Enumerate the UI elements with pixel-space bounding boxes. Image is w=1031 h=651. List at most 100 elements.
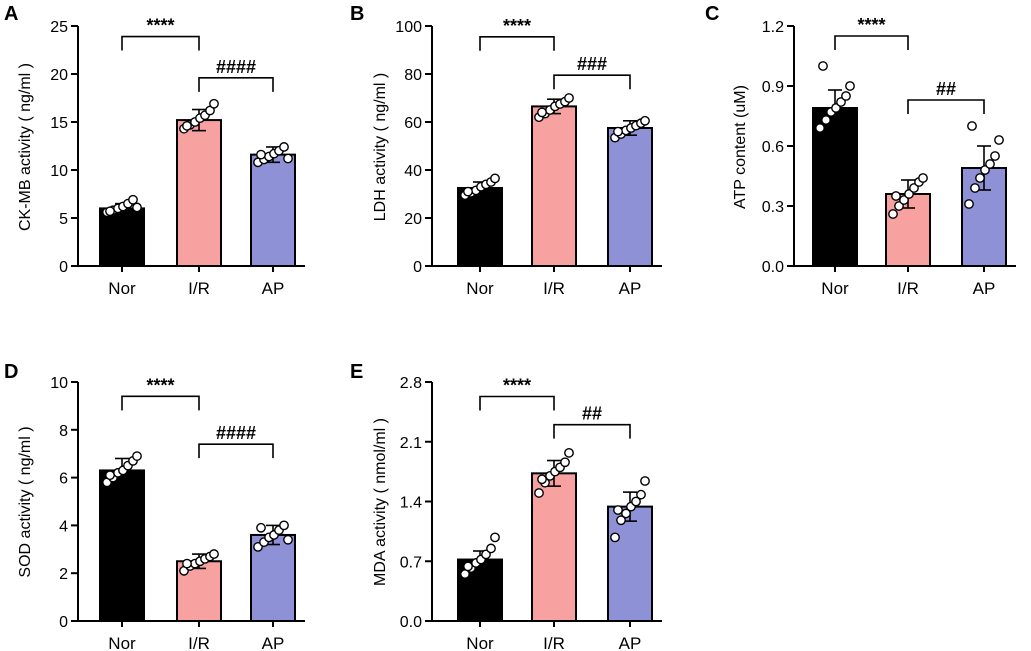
- bar-ir: [531, 105, 577, 268]
- y-tick-label: 10: [50, 375, 68, 392]
- x-tick-label: I/R: [897, 279, 919, 298]
- data-point: [560, 457, 570, 468]
- y-tick-label: 0.7: [400, 554, 422, 571]
- significance-label: ****: [503, 16, 531, 36]
- data-point: [128, 194, 138, 205]
- data-point: [490, 532, 500, 543]
- data-point: [564, 93, 574, 103]
- y-tick-label: 0: [59, 614, 68, 631]
- significance-label: ##: [936, 79, 956, 99]
- significance-bracket: [834, 35, 909, 50]
- y-tick-label: 4: [59, 518, 68, 535]
- y-tick-label: 60: [404, 115, 422, 132]
- panel-d: D SOD activity ( ng/ml ) Nor I/R AP 0 2 4 6 8 10…: [4, 361, 305, 651]
- data-point: [990, 151, 1000, 161]
- y-tick-label: 0.6: [762, 139, 784, 156]
- panel-e: E MDA activity ( nmol/ml ) Nor I/R AP 0.0 0.…: [350, 361, 662, 651]
- significance-bracket: [479, 395, 555, 411]
- significance-label: ##: [582, 404, 602, 424]
- significance-label: ****: [503, 376, 531, 396]
- significance-bracket: [479, 36, 555, 51]
- y-tick-label: 2.1: [400, 435, 422, 452]
- y-tick-label: 1.4: [400, 495, 422, 512]
- data-point: [621, 508, 631, 519]
- x-tick-label: AP: [619, 634, 642, 651]
- x-tick-label: I/R: [188, 634, 210, 651]
- x-tick-label: AP: [973, 279, 996, 298]
- data-point: [132, 202, 142, 213]
- y-tick-label: 10: [50, 163, 68, 180]
- data-point: [631, 496, 641, 507]
- data-point: [209, 98, 219, 109]
- y-axis-label: LDH activity ( ng/ml ): [372, 73, 389, 221]
- panel-a: A CK-MB activity ( ng/ml ) Nor I/R AP 0 5 10 1…: [4, 3, 305, 298]
- panel-c: C ATP content (uM) Nor I/R AP 0.0 0.3 0.6 0.9 1…: [705, 3, 1016, 298]
- y-tick-label: 8: [59, 423, 68, 440]
- significance-bracket: [198, 443, 274, 459]
- data-point: [821, 115, 831, 125]
- data-point: [964, 199, 974, 209]
- data-point: [888, 209, 898, 219]
- y-tick-label: 20: [50, 67, 68, 84]
- x-tick-label: Nor: [108, 279, 136, 298]
- y-axis-label: SOD activity ( ng/ml ): [17, 426, 34, 577]
- significance-bracket: [198, 77, 274, 92]
- bar-ap: [607, 505, 653, 622]
- data-point: [105, 470, 115, 481]
- y-tick-label: 0.9: [762, 79, 784, 96]
- data-point: [256, 522, 266, 533]
- data-point: [283, 534, 293, 545]
- data-point: [256, 149, 266, 160]
- data-point: [967, 121, 977, 131]
- data-point: [616, 515, 626, 526]
- panel-letter: A: [4, 3, 18, 25]
- data-point: [537, 474, 547, 485]
- data-point: [818, 61, 828, 71]
- y-tick-label: 0.3: [762, 199, 784, 216]
- x-tick-label: Nor: [821, 279, 849, 298]
- y-tick-label: 5: [59, 211, 68, 228]
- data-point: [182, 558, 192, 569]
- data-point: [640, 115, 650, 126]
- bar-ap: [607, 127, 653, 267]
- data-point: [975, 173, 985, 183]
- y-tick-label: 2.8: [400, 375, 422, 392]
- x-tick-label: Nor: [466, 279, 494, 298]
- x-tick-label: I/R: [543, 634, 565, 651]
- data-point: [279, 142, 289, 152]
- y-tick-label: 100: [395, 19, 422, 36]
- data-point: [636, 489, 646, 500]
- x-tick-label: Nor: [108, 634, 136, 651]
- y-tick-label: 0.0: [762, 259, 784, 276]
- data-point: [815, 123, 825, 133]
- y-tick-label: 2: [59, 566, 68, 583]
- data-point: [970, 183, 980, 193]
- x-tick-label: I/R: [188, 279, 210, 298]
- data-point: [283, 153, 293, 164]
- significance-bracket: [121, 395, 200, 411]
- y-tick-label: 40: [404, 163, 422, 180]
- bar-nor: [99, 469, 145, 622]
- y-tick-label: 80: [404, 67, 422, 84]
- significance-label: ****: [857, 15, 885, 35]
- y-tick-label: 0: [59, 259, 68, 276]
- significance-label: ****: [146, 375, 174, 395]
- x-tick-label: AP: [262, 634, 285, 651]
- significance-label: ####: [216, 423, 256, 443]
- y-tick-label: 20: [404, 211, 422, 228]
- data-point: [182, 120, 192, 131]
- data-point: [610, 532, 620, 543]
- bar-ir: [176, 119, 222, 267]
- bar-ap: [250, 153, 296, 267]
- data-point: [985, 159, 995, 169]
- data-point: [463, 561, 473, 572]
- significance-label: ####: [216, 57, 256, 77]
- significance-label: ###: [577, 54, 607, 74]
- panel-letter: B: [350, 3, 364, 25]
- panel-letter: C: [705, 3, 719, 25]
- significance-bracket: [553, 74, 631, 90]
- y-tick-label: 0.0: [400, 614, 422, 631]
- data-point: [564, 447, 574, 458]
- x-tick-label: AP: [619, 279, 642, 298]
